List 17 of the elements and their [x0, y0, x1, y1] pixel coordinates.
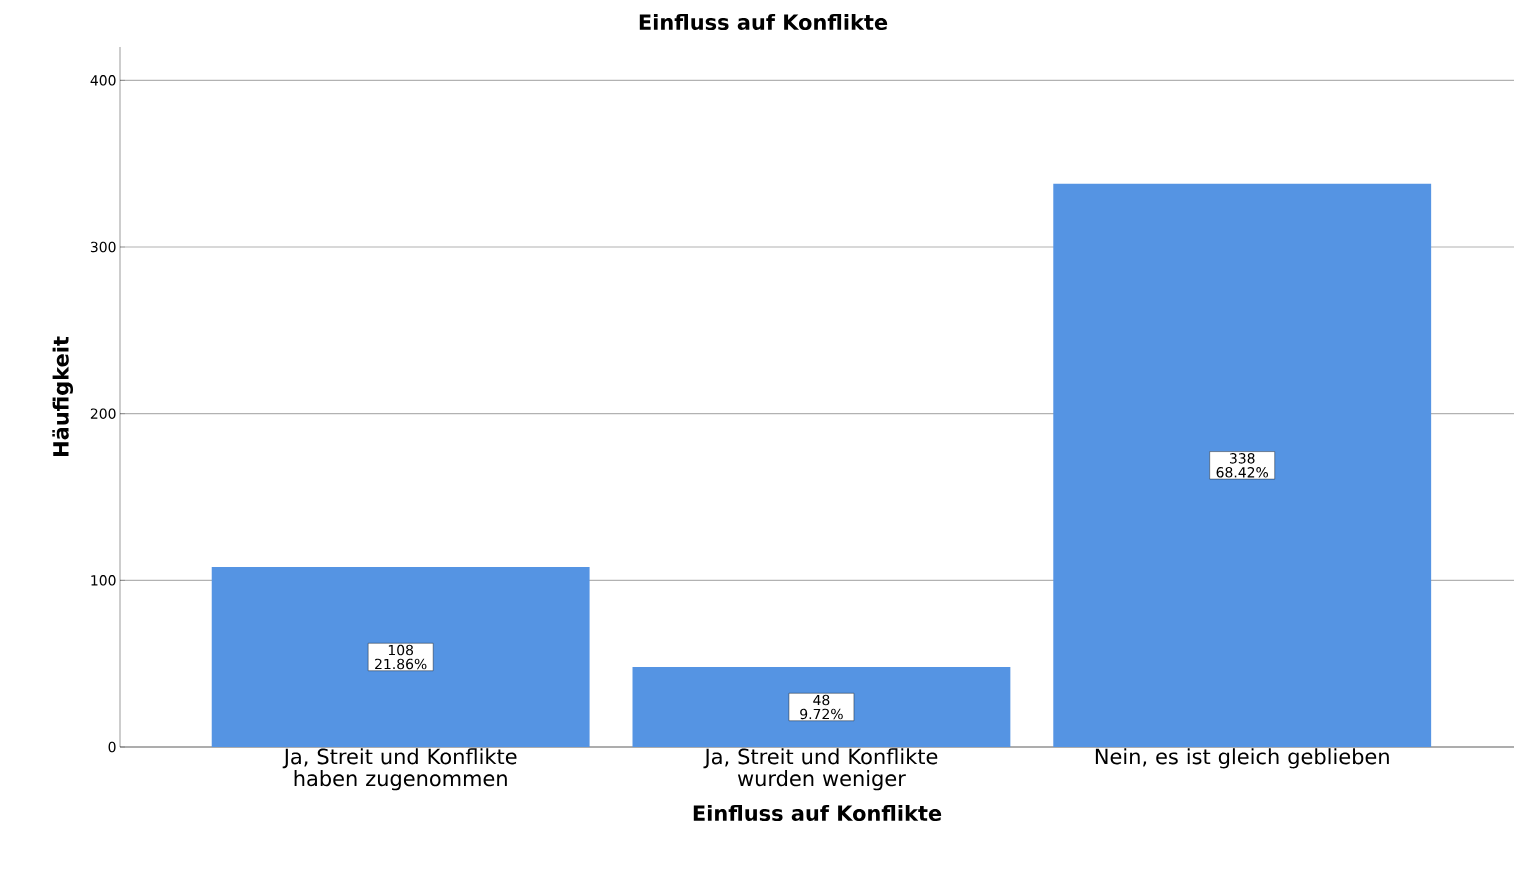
y-tick-label: 0: [108, 741, 116, 753]
data-label: 48 9.72%: [800, 694, 843, 720]
y-tick-label: 300: [90, 241, 116, 253]
x-tick-label: Ja, Streit und Konflikte wurden weniger: [703, 748, 938, 791]
data-label: 338 68.42%: [1216, 453, 1269, 478]
y-tick-label: 400: [90, 75, 116, 86]
y-tick-label: 100: [91, 575, 116, 586]
chart-title: Einfluss auf Konflikte: [639, 13, 888, 31]
y-axis-title: Häufigkeit: [52, 336, 74, 456]
x-tick-label: Nein, es ist gleich geblieben: [1095, 748, 1389, 769]
bar: [632, 667, 1011, 747]
x-axis-title: Einfluss auf Konflikte: [693, 804, 942, 822]
y-tick-label: 200: [90, 408, 116, 419]
x-tick-label: Ja, Streit und Konflikte haben zugenommen: [282, 748, 517, 791]
data-label: 108 21.86%: [375, 644, 427, 670]
bar: [211, 567, 590, 747]
bar: [1053, 183, 1432, 747]
